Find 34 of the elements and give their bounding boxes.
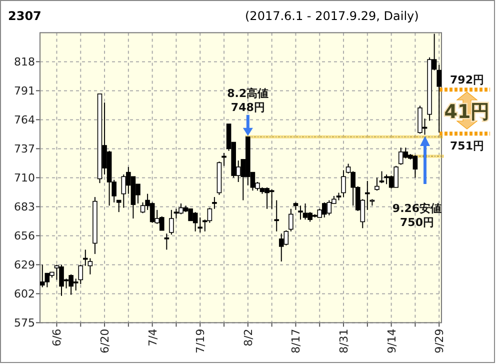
- annotation: 8.2高値 748円: [227, 86, 269, 114]
- candlestick: [374, 177, 380, 192]
- chart-subtitle: (2017.6.1 - 2017.9.29, Daily): [245, 9, 419, 23]
- x-tick-label: 8/31: [338, 328, 351, 354]
- y-tick-label: 737: [14, 142, 35, 156]
- candlestick: [212, 196, 217, 210]
- candlestick: [222, 152, 226, 166]
- y-tick-label: 764: [14, 114, 35, 127]
- candlestick: [341, 170, 346, 198]
- ref-line-label: 751円: [450, 140, 484, 153]
- candlestick: [298, 205, 303, 220]
- candlestick: [365, 180, 370, 210]
- x-tick-label: 8/2: [242, 328, 255, 346]
- x-tick-label: 8/17: [290, 328, 303, 354]
- y-tick-label: 791: [14, 84, 35, 98]
- y-tick-label: 656: [14, 230, 35, 243]
- ref-line-label: 792円: [450, 74, 484, 87]
- x-tick-label: 7/4: [146, 328, 160, 346]
- candlestick: [274, 200, 279, 232]
- chart-title: 2307: [8, 9, 42, 23]
- x-tick-label: 7/19: [194, 328, 208, 354]
- x-tick-label: 6/20: [98, 328, 112, 354]
- y-tick-label: 818: [14, 56, 35, 69]
- candlestick: [164, 233, 170, 250]
- candlestick: [169, 209, 174, 236]
- x-tick-label: 6/6: [50, 328, 64, 346]
- x-tick-label: 9/29: [433, 328, 446, 354]
- x-tick-label: 9/14: [385, 328, 398, 354]
- y-tick-label: 683: [14, 200, 35, 214]
- y-tick-label: 575: [14, 316, 35, 330]
- candlestick: [288, 208, 294, 232]
- y-tick-label: 710: [14, 172, 35, 185]
- y-tick-label: 602: [14, 288, 35, 301]
- y-tick-label: 629: [14, 258, 35, 272]
